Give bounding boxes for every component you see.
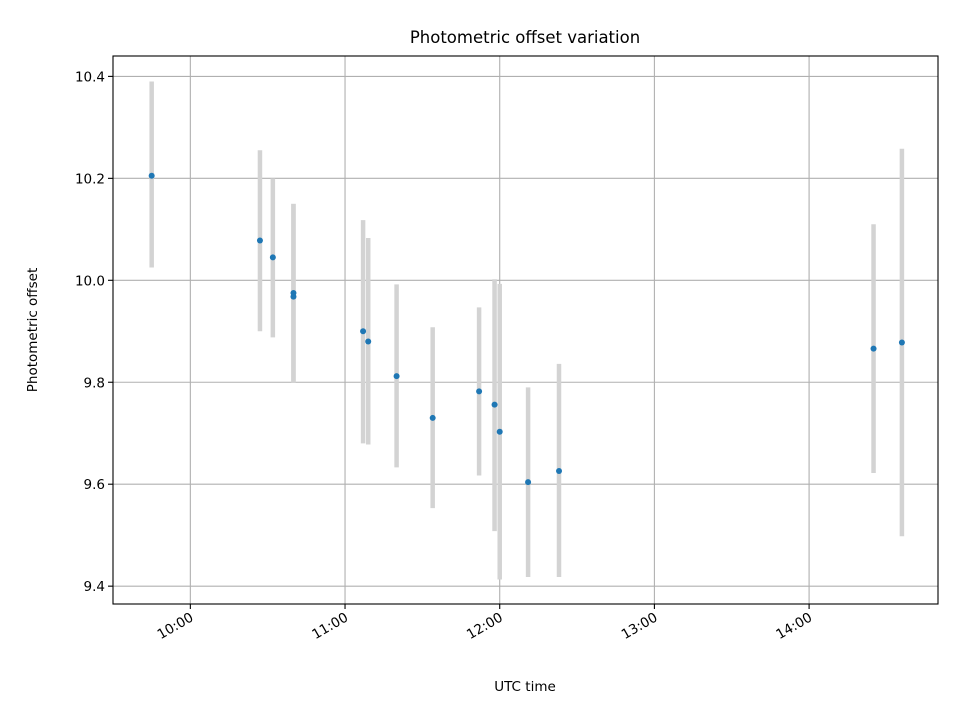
data-point — [365, 338, 372, 345]
data-point — [148, 172, 155, 179]
data-point — [269, 254, 276, 261]
y-tick-label: 9.4 — [84, 579, 105, 595]
data-point — [870, 345, 877, 352]
data-point — [256, 237, 263, 244]
data-point — [496, 428, 503, 435]
data-point — [360, 328, 367, 335]
y-axis-label: Photometric offset — [25, 268, 41, 392]
y-axis-ticks: 9.4 9.6 9.8 10.0 10.2 10.4 — [75, 69, 113, 595]
y-tick-label: 9.8 — [84, 375, 105, 391]
data-point — [898, 339, 905, 346]
y-tick-label: 10.2 — [75, 171, 105, 187]
data-point — [476, 388, 483, 395]
data-points — [148, 172, 905, 486]
plot-area-frame — [112, 55, 939, 605]
y-tick-label: 10.4 — [75, 69, 105, 85]
data-point — [429, 414, 436, 421]
y-tick-label: 9.6 — [84, 477, 105, 493]
data-point — [525, 479, 532, 486]
data-point — [491, 401, 498, 408]
y-tick-label: 10.0 — [75, 273, 105, 289]
chart-title: Photometric offset variation — [410, 28, 640, 47]
data-point — [556, 467, 563, 474]
data-point — [393, 373, 400, 380]
x-axis-label: UTC time — [494, 679, 556, 695]
data-point — [290, 293, 297, 300]
